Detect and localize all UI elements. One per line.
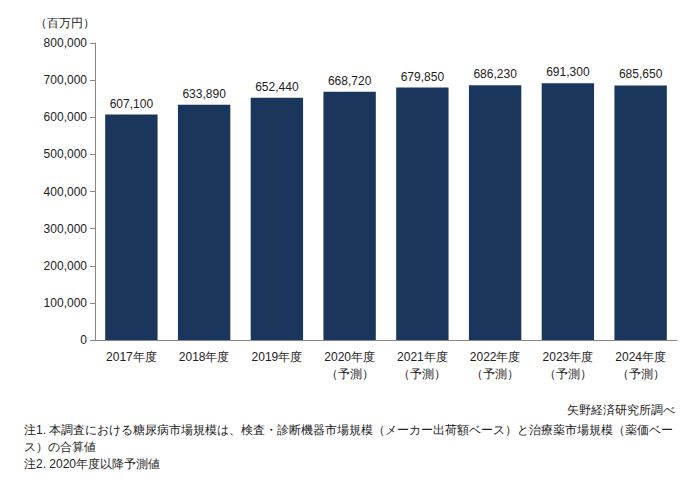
svg-text:（予測）: （予測） xyxy=(471,367,519,381)
svg-text:2023年度: 2023年度 xyxy=(543,350,594,364)
svg-text:（予測）: （予測） xyxy=(617,367,665,381)
svg-text:691,300: 691,300 xyxy=(546,65,590,79)
svg-text:686,230: 686,230 xyxy=(473,67,517,81)
svg-text:600,000: 600,000 xyxy=(44,110,88,124)
html-text:注1. 本調査における糖尿病市場規模は、検査・診断機器市場規: 注1. 本調査における糖尿病市場規模は、検査・診断機器市場規模（メーカー出荷額ベ… xyxy=(24,423,674,454)
html-text:注2. 2020年度以降予測値: 注2. 2020年度以降予測値 xyxy=(24,457,160,471)
svg-text:500,000: 500,000 xyxy=(44,147,88,161)
svg-text:2017年度: 2017年度 xyxy=(106,350,157,364)
svg-text:700,000: 700,000 xyxy=(44,73,88,87)
svg-text:668,720: 668,720 xyxy=(328,74,372,88)
svg-text:（予測）: （予測） xyxy=(544,367,592,381)
svg-text:2018年度: 2018年度 xyxy=(179,350,230,364)
html-text:矢野経済研究所調べ: 矢野経済研究所調べ xyxy=(567,403,675,417)
svg-text:400,000: 400,000 xyxy=(44,185,88,199)
svg-text:200,000: 200,000 xyxy=(44,259,88,273)
svg-text:（百万円）: （百万円） xyxy=(35,16,95,30)
svg-text:100,000: 100,000 xyxy=(44,296,88,310)
svg-text:（予測）: （予測） xyxy=(326,367,374,381)
svg-text:2021年度: 2021年度 xyxy=(397,350,448,364)
svg-text:（予測）: （予測） xyxy=(398,367,446,381)
svg-text:685,650: 685,650 xyxy=(619,67,663,81)
svg-text:2020年度: 2020年度 xyxy=(324,350,375,364)
svg-text:652,440: 652,440 xyxy=(255,80,299,94)
svg-text:2019年度: 2019年度 xyxy=(252,350,303,364)
svg-text:2024年度: 2024年度 xyxy=(615,350,666,364)
svg-text:633,890: 633,890 xyxy=(182,87,226,101)
svg-text:607,100: 607,100 xyxy=(110,97,154,111)
svg-text:300,000: 300,000 xyxy=(44,222,88,236)
svg-text:679,850: 679,850 xyxy=(401,70,445,84)
svg-text:800,000: 800,000 xyxy=(44,36,88,50)
svg-text:0: 0 xyxy=(80,333,87,347)
svg-text:2022年度: 2022年度 xyxy=(470,350,521,364)
